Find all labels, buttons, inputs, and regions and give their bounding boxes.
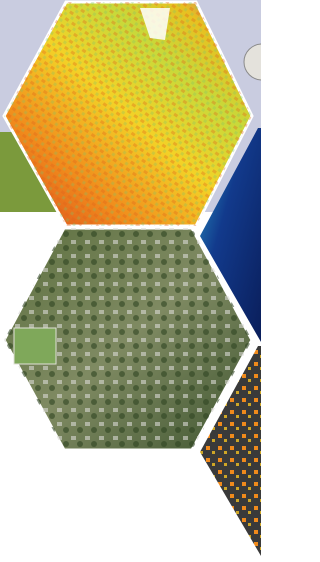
hexagon-collage — [0, 0, 261, 562]
sports-field — [14, 328, 56, 364]
page — [0, 0, 261, 562]
